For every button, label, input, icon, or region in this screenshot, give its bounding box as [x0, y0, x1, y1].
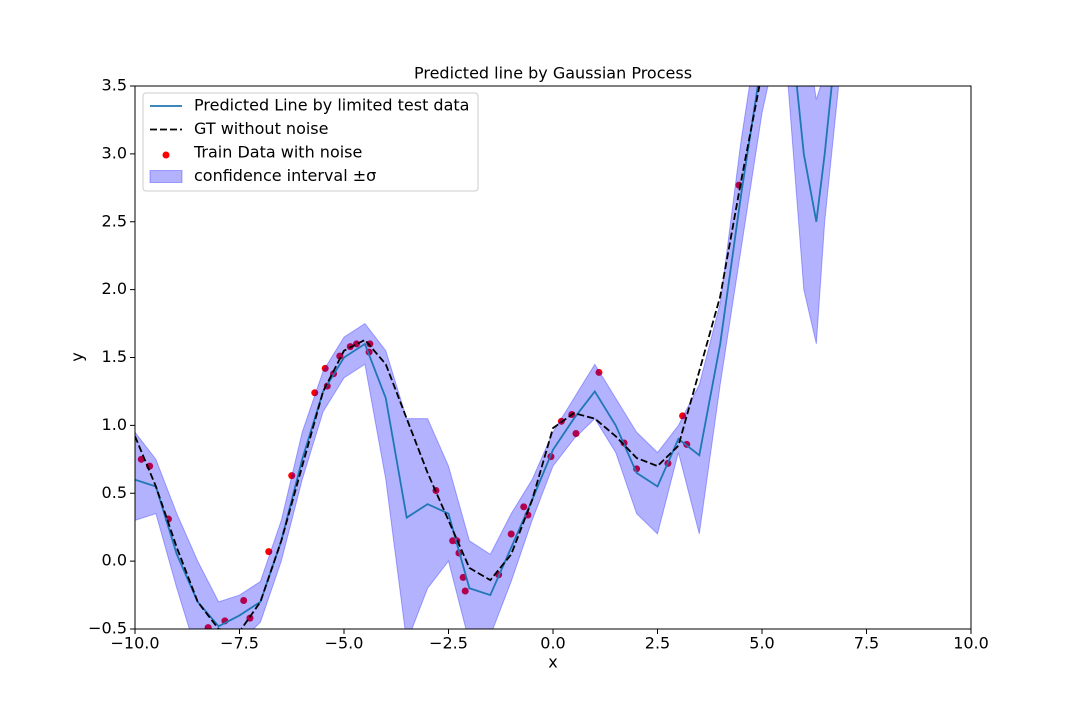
y-tick-label: 0.0 — [102, 551, 127, 570]
series-line — [135, 86, 833, 628]
data-point — [246, 614, 254, 622]
x-tick-label: −7.5 — [220, 634, 259, 653]
x-tick-label: 2.5 — [645, 634, 670, 653]
data-point — [336, 352, 344, 360]
x-tick-label: −2.5 — [429, 634, 468, 653]
legend-label: GT without noise — [194, 119, 328, 138]
legend: Predicted Line by limited test data GT wi… — [142, 92, 479, 192]
data-point — [679, 412, 687, 420]
data-point — [321, 364, 329, 372]
x-tick-label: −5.0 — [325, 634, 364, 653]
legend-label: confidence interval ±σ — [194, 166, 376, 185]
legend-swatch — [162, 151, 170, 159]
chart-title: Predicted line by Gaussian Process — [414, 64, 692, 83]
legend-label: Predicted Line by limited test data — [194, 96, 469, 115]
data-point — [595, 368, 603, 376]
y-tick-label: 3.5 — [102, 76, 127, 95]
y-tick-label: 3.0 — [102, 143, 127, 162]
x-tick-label: −10.0 — [110, 634, 159, 653]
axes: −10.0 −7.5 −5.0 −2.5 0.0 2.5 5.0 7.5 10.0 −0.5 0.0… — [88, 76, 989, 653]
legend-swatch — [149, 170, 183, 183]
x-tick-label: 0.0 — [540, 634, 565, 653]
confidence-band — [135, 86, 840, 629]
data-point — [311, 389, 319, 397]
data-point — [265, 548, 273, 556]
data-point — [459, 573, 467, 581]
data-point — [288, 472, 296, 480]
y-tick-label: 2.0 — [102, 279, 127, 298]
data-point — [572, 430, 580, 438]
data-point — [461, 587, 469, 595]
x-axis-label: x — [548, 653, 557, 672]
plot-area — [135, 86, 840, 629]
y-tick-label: 1.0 — [102, 415, 127, 434]
data-point — [520, 503, 528, 511]
x-tick-label: 5.0 — [749, 634, 774, 653]
data-point — [240, 596, 248, 604]
data-point — [366, 340, 374, 348]
y-tick-label: −0.5 — [88, 619, 127, 638]
legend-label: Train Data with noise — [193, 143, 362, 162]
data-point — [507, 530, 515, 538]
y-axis-label: y — [68, 352, 87, 361]
series-line — [135, 86, 761, 629]
data-point — [204, 624, 212, 629]
y-tick-label: 2.5 — [102, 211, 127, 230]
y-tick-label: 0.5 — [102, 483, 127, 502]
y-tick-label: 1.5 — [102, 347, 127, 366]
x-tick-label: 7.5 — [854, 634, 879, 653]
x-tick-label: 10.0 — [953, 634, 989, 653]
legend-box — [142, 92, 479, 192]
